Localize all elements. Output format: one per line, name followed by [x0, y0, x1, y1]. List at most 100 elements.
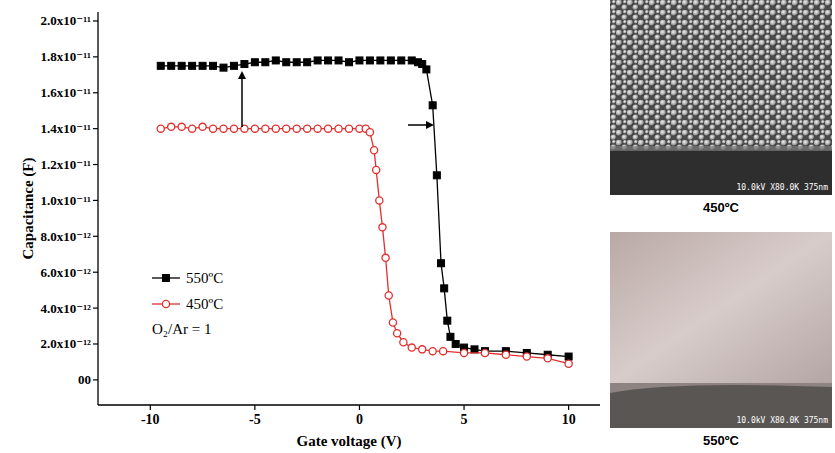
annotation: O₂/Ar = 1	[152, 321, 212, 337]
data-point	[335, 57, 342, 64]
data-point	[481, 349, 488, 356]
x-tick	[150, 405, 151, 410]
data-point	[272, 125, 279, 132]
data-point	[423, 66, 430, 73]
data-point	[376, 197, 383, 204]
data-point	[168, 123, 175, 130]
y-tick	[93, 164, 98, 165]
data-point	[565, 360, 572, 367]
y-tick	[93, 272, 98, 273]
arrow-right	[408, 124, 432, 126]
data-point	[251, 125, 258, 132]
y-tick-label: 2.0x10⁻¹¹	[41, 13, 92, 28]
legend-label: 550ºC	[186, 270, 223, 286]
sem-edge	[610, 383, 832, 393]
data-point	[429, 348, 436, 355]
y-tick	[93, 200, 98, 201]
x-tick	[359, 405, 360, 410]
y-tick	[93, 379, 98, 380]
data-point	[178, 123, 185, 130]
data-point	[220, 64, 227, 71]
sem-surface	[610, 0, 832, 150]
data-point	[452, 340, 459, 347]
sem-image: 10.0kV X80.0K 375nm	[610, 0, 832, 195]
data-point	[241, 61, 248, 68]
data-point	[209, 125, 216, 132]
data-point	[441, 285, 448, 292]
data-point	[230, 62, 237, 69]
arrow-up	[241, 73, 243, 127]
data-point	[398, 57, 405, 64]
data-point	[373, 166, 380, 173]
y-tick-label: 00	[78, 372, 91, 387]
sem-image: 10.0kV X80.0K 375nm	[610, 232, 832, 428]
x-axis-line	[98, 404, 600, 405]
data-point	[189, 125, 196, 132]
data-point	[283, 59, 290, 66]
sem-info: 10.0kV X80.0K 375nm	[736, 416, 828, 425]
y-tick-label: 2.0x10⁻¹²	[41, 336, 92, 351]
y-tick	[93, 343, 98, 344]
x-tick-label: 0	[356, 412, 363, 427]
x-axis-title: Gate voltage (V)	[297, 433, 402, 450]
data-point	[447, 333, 454, 340]
data-point	[346, 59, 353, 66]
y-tick-label: 1.6x10⁻¹¹	[41, 85, 92, 100]
data-point	[251, 59, 258, 66]
legend-marker	[163, 275, 170, 282]
y-tick	[93, 307, 98, 308]
data-point	[382, 254, 389, 261]
data-point	[371, 147, 378, 154]
y-tick	[93, 236, 98, 237]
data-point	[440, 348, 447, 355]
data-point	[377, 57, 384, 64]
sem-substrate	[610, 150, 832, 195]
x-tick	[254, 405, 255, 410]
data-point	[502, 351, 509, 358]
data-point	[366, 129, 373, 136]
x-tick-label: 5	[461, 412, 468, 427]
data-point	[356, 57, 363, 64]
data-point	[400, 339, 407, 346]
data-point	[293, 125, 300, 132]
data-point	[325, 57, 332, 64]
figure: 002.0x10⁻¹²4.0x10⁻¹²6.0x10⁻¹²8.0x10⁻¹²1.…	[0, 0, 835, 453]
data-point	[178, 62, 185, 69]
sem-surface	[610, 232, 832, 383]
data-point	[471, 346, 478, 353]
data-point	[272, 57, 279, 64]
sem-info: 10.0kV X80.0K 375nm	[736, 183, 828, 192]
legend-marker	[162, 300, 169, 307]
data-point	[199, 62, 206, 69]
data-point	[394, 330, 401, 337]
sem-substrate	[610, 383, 832, 428]
sem-caption: 450ºC	[703, 200, 739, 215]
x-tick	[463, 405, 464, 410]
sem-edge	[610, 146, 832, 151]
data-point	[314, 57, 321, 64]
y-tick-label: 1.8x10⁻¹¹	[41, 49, 92, 64]
data-point	[345, 125, 352, 132]
y-axis-title: Capacitance (F)	[20, 157, 37, 259]
data-point	[262, 59, 269, 66]
x-tick-label: 10	[562, 412, 576, 427]
y-tick-label: 1.4x10⁻¹¹	[41, 121, 92, 136]
data-point	[230, 125, 237, 132]
y-tick-label: 6.0x10⁻¹²	[41, 265, 92, 280]
data-point	[283, 125, 290, 132]
y-tick	[93, 128, 98, 129]
data-point	[389, 319, 396, 326]
data-point	[157, 62, 164, 69]
data-point	[523, 353, 530, 360]
data-point	[210, 62, 217, 69]
data-point	[419, 346, 426, 353]
data-point	[314, 125, 321, 132]
y-tick-label: 1.0x10⁻¹¹	[41, 193, 92, 208]
data-point	[304, 59, 311, 66]
data-point	[444, 317, 451, 324]
sem-caption: 550ºC	[703, 433, 739, 448]
data-point	[335, 125, 342, 132]
data-point	[220, 125, 227, 132]
data-point	[544, 355, 551, 362]
data-point	[262, 125, 269, 132]
